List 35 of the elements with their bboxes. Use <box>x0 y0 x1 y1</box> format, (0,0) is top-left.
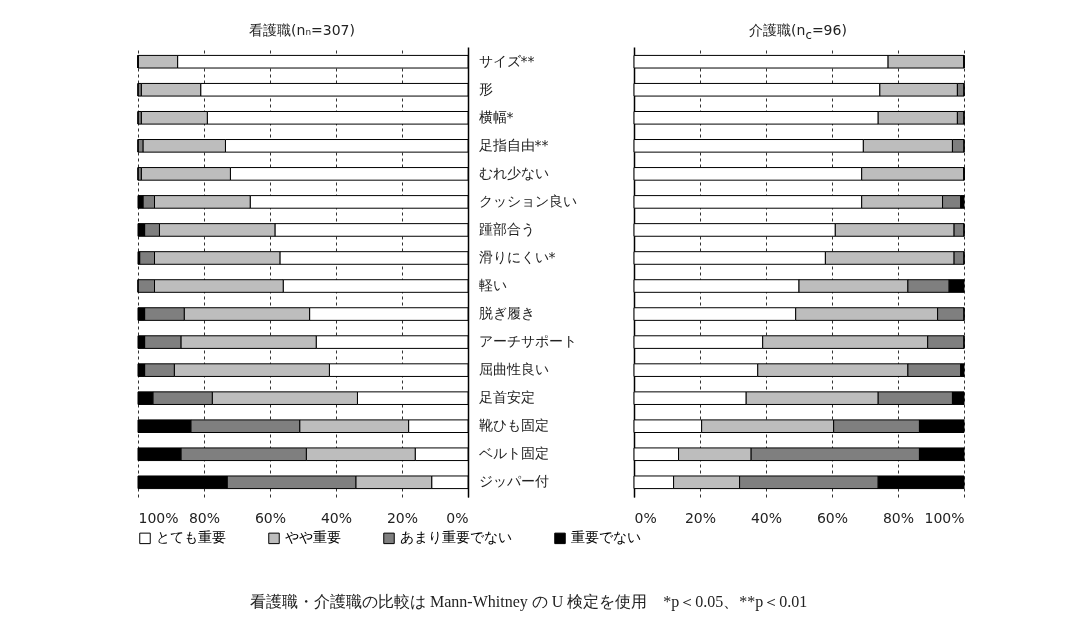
legend-label: あまり重要でない <box>400 529 512 546</box>
y-tick-label: 形 <box>478 80 493 97</box>
x-tick-label: 20% <box>684 509 717 526</box>
x-tick-label: 80% <box>882 509 915 526</box>
x-tick-label: 60% <box>816 509 849 526</box>
x-tick-label: 20% <box>386 509 419 526</box>
x-tick-label: 100% <box>924 509 965 526</box>
y-tick-label: 屈曲性良い <box>478 361 549 378</box>
x-tick-label: 100% <box>138 509 179 526</box>
x-tick-label: 40% <box>750 509 783 526</box>
y-tick-label: 脱ぎ履き <box>478 305 535 322</box>
y-tick-label: 踵部合う <box>478 220 535 237</box>
y-tick-label: 靴ひも固定 <box>478 417 549 434</box>
y-tick-label: 足首安定 <box>478 389 535 406</box>
y-tick-label: 横幅* <box>478 108 514 125</box>
legend-label: やや重要 <box>285 529 341 546</box>
chart-title: 介護職(n$_{c}$=96) <box>748 22 848 42</box>
y-tick-label: ベルト固定 <box>478 445 549 462</box>
y-tick-label: 軽い <box>478 277 507 294</box>
y-tick-label: ジッパー付 <box>478 473 549 490</box>
y-tick-label: 滑りにくい* <box>478 248 556 265</box>
chart-title: 看護職(nₙ=307) <box>248 22 356 40</box>
y-tick-label: むれ少ない <box>478 164 549 181</box>
y-tick-label: クッション良い <box>478 192 577 209</box>
legend-label: 重要でない <box>571 529 641 546</box>
legend-label: とても重要 <box>156 529 226 546</box>
text: 看護職・介護職の比較は Mann-Whitney の U 検定を使用 *p＜0.05、**p＜0.01 <box>250 592 808 613</box>
x-tick-label: 0% <box>446 509 469 526</box>
x-tick-label: 60% <box>254 509 287 526</box>
x-tick-label: 80% <box>188 509 221 526</box>
x-tick-label: 0% <box>634 509 657 526</box>
x-tick-label: 40% <box>320 509 353 526</box>
y-tick-label: サイズ** <box>478 52 535 69</box>
y-tick-label: 足指自由** <box>478 136 549 153</box>
y-tick-label: アーチサポート <box>478 333 577 350</box>
